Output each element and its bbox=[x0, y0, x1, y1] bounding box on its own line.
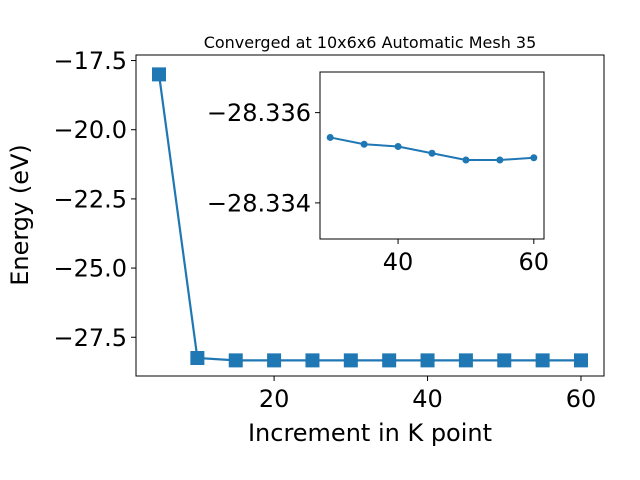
main-plot: Converged at 10x6x6 Automatic Mesh 35 20… bbox=[6, 33, 605, 447]
inset-data-point bbox=[326, 133, 334, 141]
main-data-point bbox=[420, 353, 435, 368]
inset-data-point bbox=[530, 154, 538, 162]
main-x-tick-label: 40 bbox=[412, 385, 443, 413]
x-axis-title: Increment in K point bbox=[248, 419, 492, 447]
main-data-point bbox=[573, 353, 588, 368]
main-data-point bbox=[228, 353, 243, 368]
main-data-point bbox=[152, 67, 167, 82]
inset-plot-frame bbox=[319, 71, 545, 240]
main-data-point bbox=[190, 351, 205, 366]
main-y-tick-label: −22.5 bbox=[53, 185, 127, 213]
main-data-point bbox=[267, 353, 282, 368]
inset-plot: 40 60 −28.336 −28.334 bbox=[207, 71, 550, 276]
inset-x-tick-label: 40 bbox=[383, 248, 414, 276]
main-plot-frame bbox=[135, 54, 605, 377]
inset-x-tick-label: 60 bbox=[519, 248, 550, 276]
main-y-tick-label: −17.5 bbox=[53, 47, 127, 75]
inset-data-point bbox=[462, 156, 470, 164]
inset-y-tick-label: −28.334 bbox=[207, 189, 311, 217]
y-axis-title: Energy (eV) bbox=[6, 144, 34, 286]
main-x-tick-label: 20 bbox=[259, 385, 290, 413]
inset-data-point bbox=[428, 149, 436, 157]
main-y-tick-label: −20.0 bbox=[53, 116, 127, 144]
main-data-point bbox=[497, 353, 512, 368]
main-x-tick-label: 60 bbox=[566, 385, 597, 413]
inset-y-tick-label: −28.336 bbox=[207, 99, 311, 127]
inset-data-point bbox=[496, 156, 504, 164]
main-data-point bbox=[305, 353, 320, 368]
main-data-point bbox=[382, 353, 397, 368]
inset-data-point bbox=[360, 140, 368, 148]
inset-data-point bbox=[394, 142, 402, 150]
main-data-point bbox=[535, 353, 550, 368]
main-data-point bbox=[343, 353, 358, 368]
main-y-tick-label: −27.5 bbox=[53, 324, 127, 352]
main-y-tick-label: −25.0 bbox=[53, 255, 127, 283]
main-data-point bbox=[458, 353, 473, 368]
chart-title: Converged at 10x6x6 Automatic Mesh 35 bbox=[204, 33, 537, 52]
